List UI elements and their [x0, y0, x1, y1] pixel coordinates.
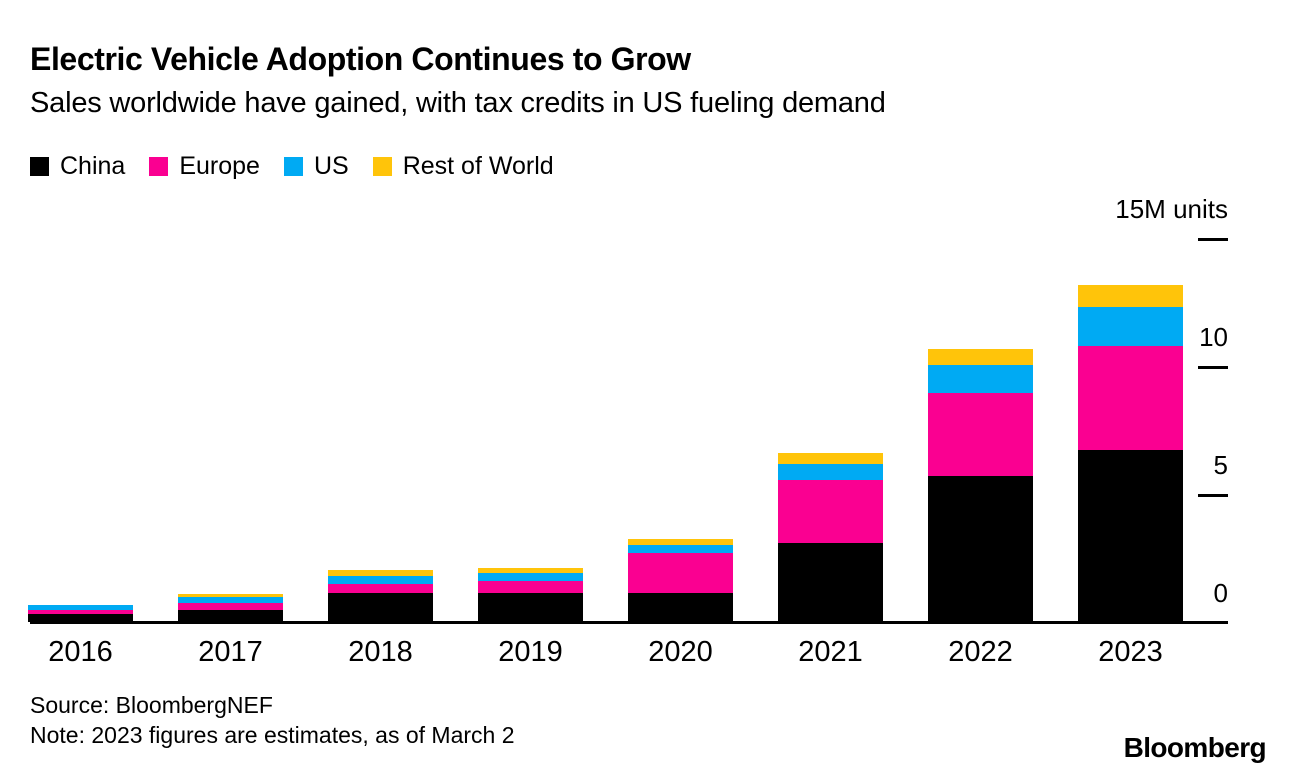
source-note-block: Source: BloombergNEF Note: 2023 figures … [30, 690, 515, 750]
legend-swatch-us [283, 157, 303, 176]
y-axis-label-5: 5 [1213, 450, 1228, 480]
bar-2022 [928, 348, 1033, 622]
bar-segment-2018-china [328, 593, 433, 622]
bar-segment-2019-rest-of-world [478, 567, 583, 574]
bar-segment-2023-europe [1078, 346, 1183, 450]
bar-segment-2021-europe [778, 479, 883, 543]
legend-label-rest-of-world: Rest of World [402, 152, 554, 180]
x-axis-label-2017: 2017 [198, 636, 263, 668]
note-text: Note: 2023 figures are estimates, as of … [30, 722, 515, 748]
chart-legend: China Europe US Rest of World [30, 152, 554, 181]
bar-segment-2019-europe [478, 581, 583, 594]
bar-segment-2020-us [628, 544, 733, 554]
bar-2021 [778, 453, 883, 622]
bar-2019 [478, 567, 583, 622]
x-axis-label-2016: 2016 [48, 636, 113, 668]
bar-segment-2018-europe [328, 584, 433, 594]
bar-segment-2022-us [928, 365, 1033, 394]
y-tick-15 [1198, 238, 1228, 241]
bar-segment-2017-us [178, 596, 283, 603]
x-axis-label-2022: 2022 [948, 636, 1013, 668]
bar-2018 [328, 570, 433, 622]
legend-item-europe: Europe [149, 152, 260, 181]
bar-2023 [1078, 284, 1183, 622]
bar-segment-2022-rest-of-world [928, 348, 1033, 366]
bar-segment-2018-us [328, 575, 433, 585]
bar-segment-2018-rest-of-world [328, 570, 433, 576]
bar-segment-2020-rest-of-world [628, 539, 733, 545]
chart-subtitle: Sales worldwide have gained, with tax cr… [30, 87, 886, 119]
bar-segment-2022-china [928, 476, 1033, 622]
legend-item-us: US [283, 152, 349, 181]
x-axis-label-2019: 2019 [498, 636, 563, 668]
bar-segment-2017-rest-of-world [178, 593, 283, 597]
legend-label-europe: Europe [179, 152, 260, 180]
bar-segment-2017-china [178, 609, 283, 622]
x-axis-label-2023: 2023 [1098, 636, 1163, 668]
bar-segment-2016-china [28, 614, 133, 622]
bar-segment-2019-us [478, 573, 583, 582]
bar-segment-2017-europe [178, 602, 283, 610]
legend-item-china: China [30, 152, 125, 181]
y-axis-label-10: 10 [1199, 322, 1228, 352]
x-axis-label-2018: 2018 [348, 636, 413, 668]
legend-swatch-china [30, 157, 49, 176]
bar-2016 [28, 604, 133, 622]
y-tick-5 [1198, 494, 1228, 497]
bar-2017 [178, 593, 283, 622]
bloomberg-logo: Bloomberg [1123, 732, 1267, 763]
bar-segment-2022-europe [928, 393, 1033, 477]
legend-swatch-rest-of-world [372, 157, 392, 176]
x-axis-label-2020: 2020 [648, 636, 713, 668]
bar-segment-2023-china [1078, 449, 1183, 622]
y-axis-label-15m-units: 15M units [1115, 194, 1228, 224]
bar-segment-2016-rest-of-world [28, 604, 133, 606]
bar-segment-2019-china [478, 593, 583, 622]
x-axis-label-2021: 2021 [798, 636, 863, 668]
legend-swatch-europe [149, 157, 169, 176]
bar-segment-2021-us [778, 463, 883, 480]
bar-segment-2021-rest-of-world [778, 453, 883, 464]
bar-segment-2020-china [628, 592, 733, 622]
legend-label-us: US [313, 152, 349, 180]
y-axis-label-0: 0 [1213, 578, 1228, 608]
chart-title: Electric Vehicle Adoption Continues to G… [30, 41, 691, 77]
bar-segment-2023-us [1078, 307, 1183, 347]
source-text: Source: BloombergNEF [30, 692, 273, 718]
bar-segment-2023-rest-of-world [1078, 284, 1183, 308]
legend-label-china: China [60, 152, 126, 180]
bar-segment-2016-europe [28, 609, 133, 615]
bar-2020 [628, 539, 733, 622]
bar-segment-2021-china [778, 542, 883, 622]
bar-segment-2016-us [28, 605, 133, 610]
bar-segment-2020-europe [628, 553, 733, 593]
x-axis-baseline [30, 621, 1228, 624]
legend-item-rest-of-world: Rest of World [372, 152, 554, 181]
y-tick-10 [1198, 366, 1228, 369]
